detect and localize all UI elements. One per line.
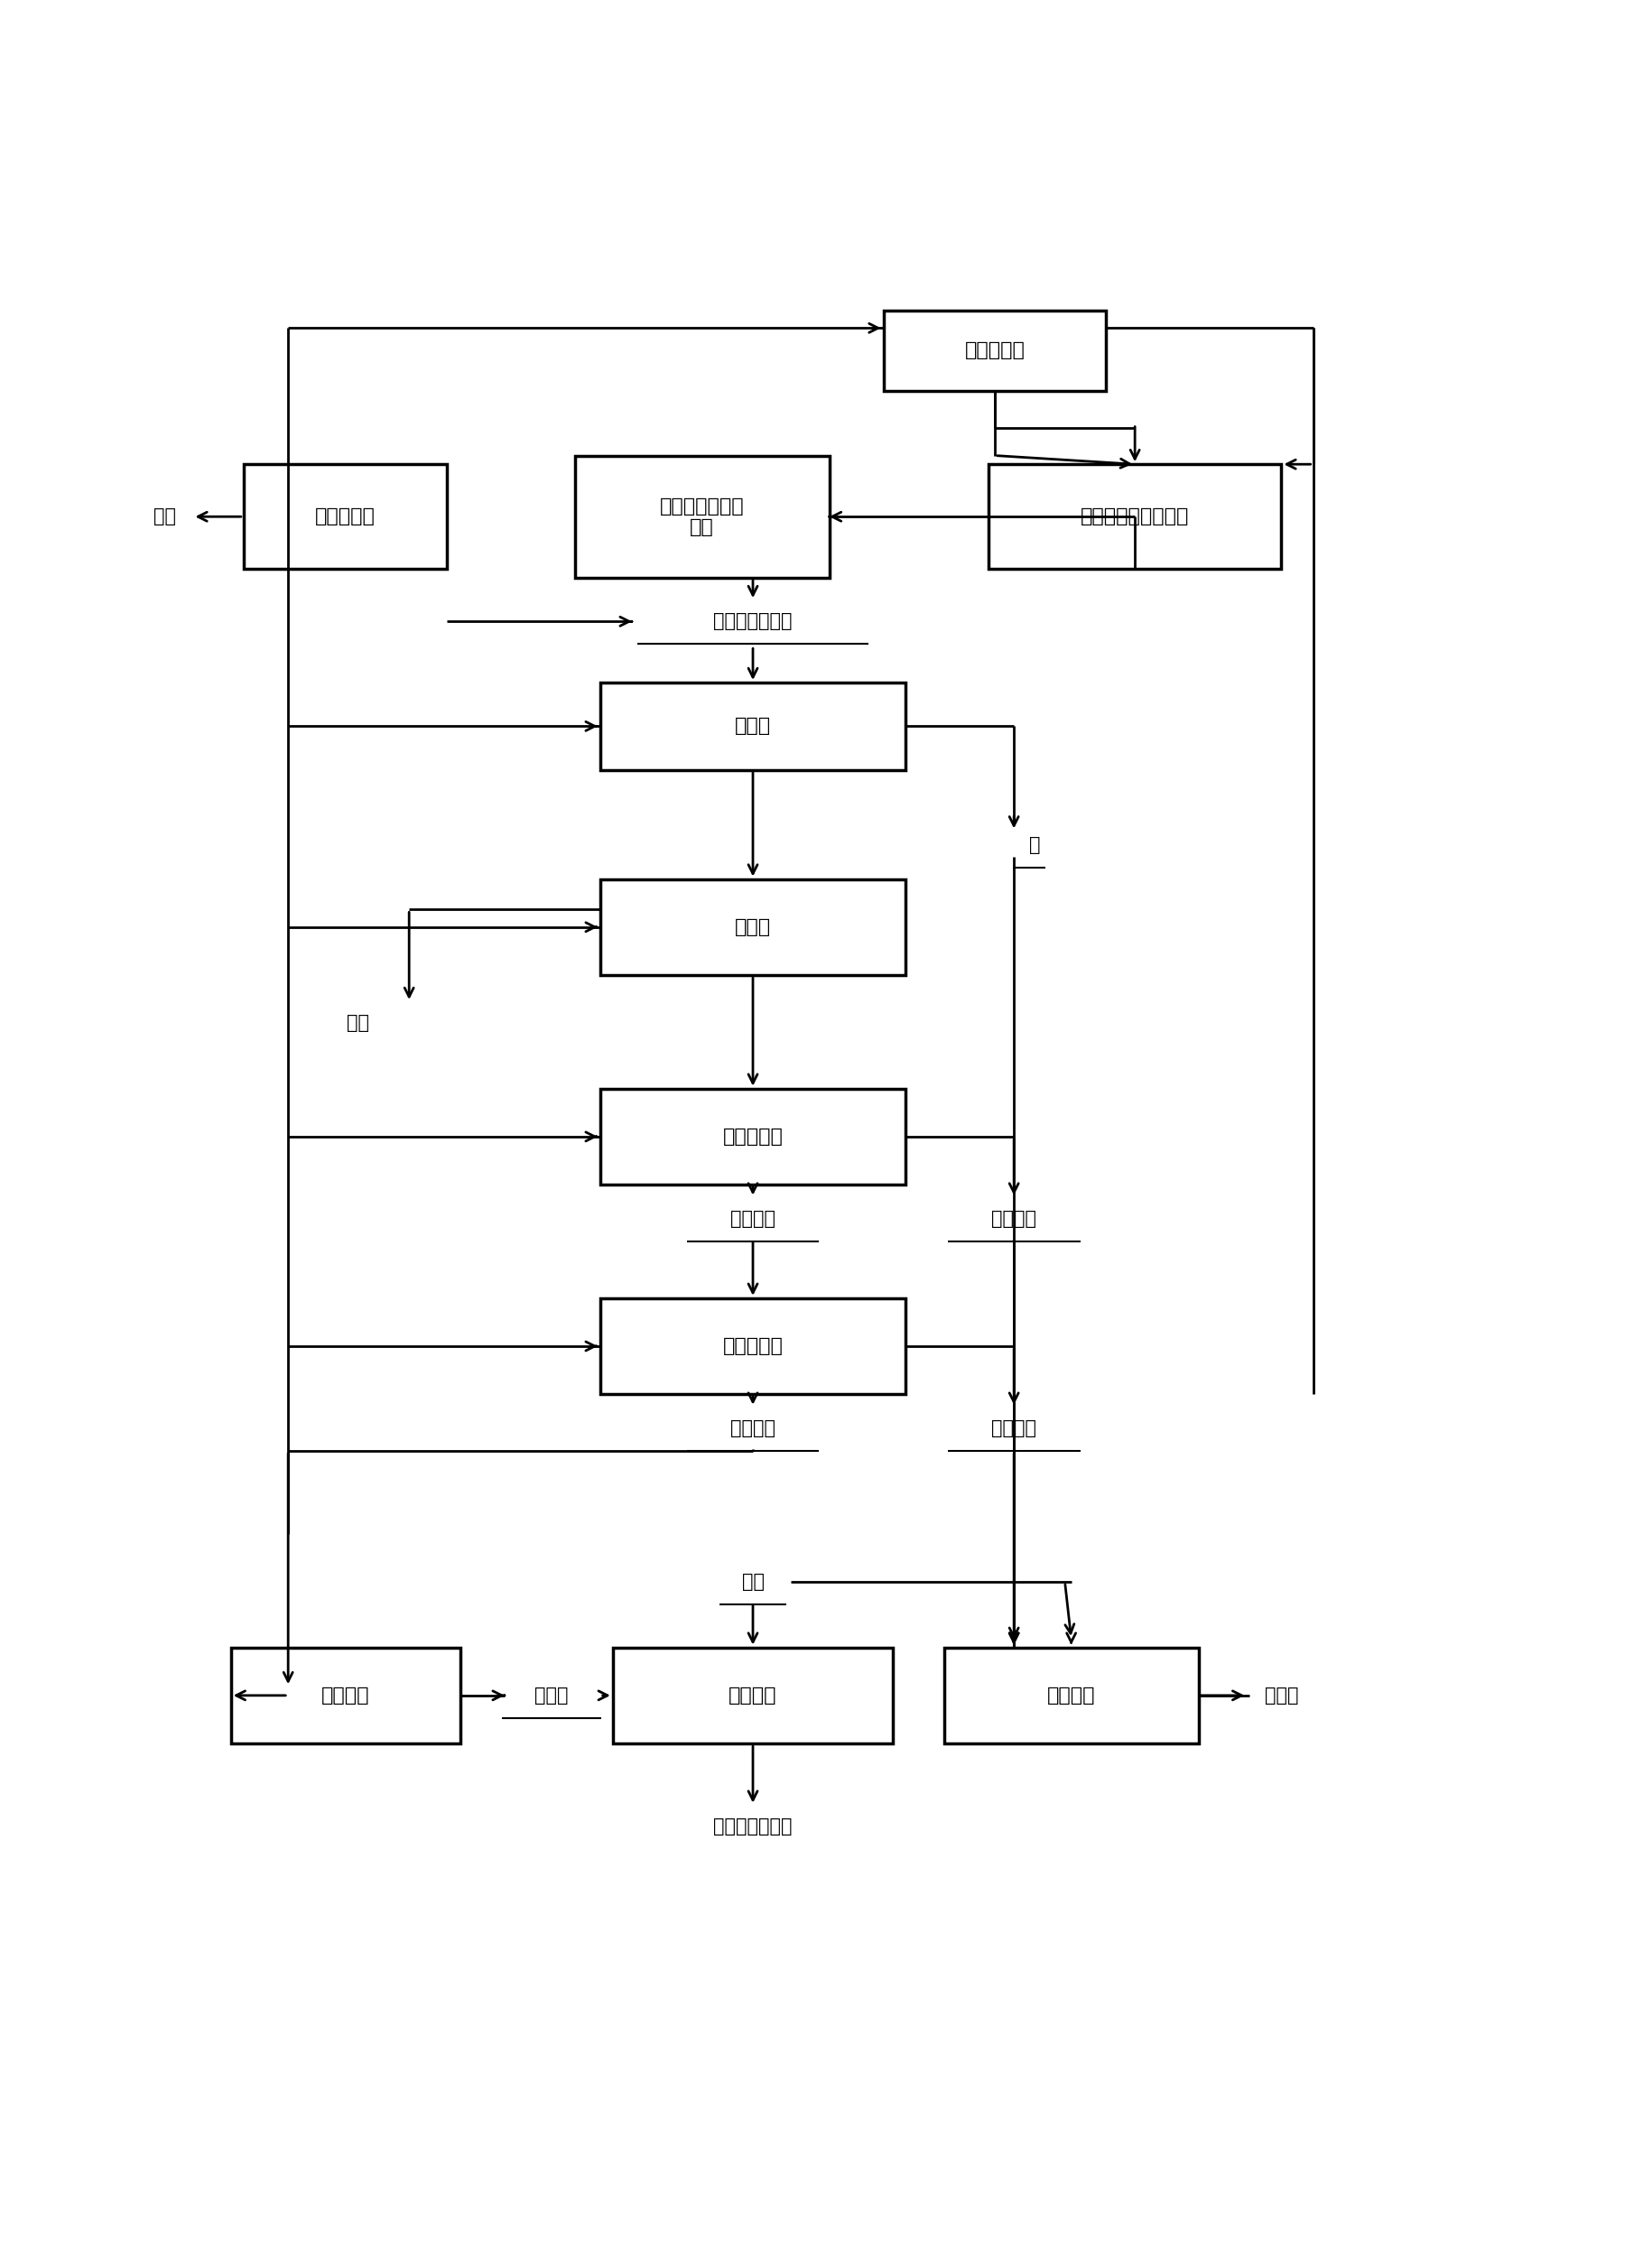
Bar: [600, 1089, 905, 1184]
Bar: [230, 1647, 460, 1744]
Text: 精选精矿: 精选精矿: [731, 1420, 775, 1438]
Bar: [613, 1647, 894, 1744]
Text: 赤泥三次洗涤沉降槽: 赤泥三次洗涤沉降槽: [1081, 508, 1190, 526]
Text: 粗选尾矿: 粗选尾矿: [991, 1209, 1037, 1227]
Text: 精矿浆: 精矿浆: [534, 1687, 568, 1706]
Bar: [600, 1297, 905, 1395]
Text: 尾矿浆: 尾矿浆: [1265, 1687, 1298, 1706]
Text: 隔渣筛: 隔渣筛: [734, 717, 771, 735]
Text: 尾矿浆槽: 尾矿浆槽: [1047, 1687, 1096, 1706]
Bar: [243, 465, 447, 569]
Bar: [989, 465, 1282, 569]
Bar: [884, 311, 1106, 390]
Text: 粗选磁选机: 粗选磁选机: [723, 1127, 784, 1145]
Text: 滤液: 滤液: [741, 1574, 764, 1590]
Text: 粗选精矿: 粗选精矿: [731, 1209, 775, 1227]
Bar: [945, 1647, 1199, 1744]
Text: 精矿浆槽: 精矿浆槽: [322, 1687, 370, 1706]
Bar: [600, 880, 905, 975]
Text: 中磁机: 中磁机: [734, 919, 771, 937]
Text: 过　　滤: 过 滤: [729, 1687, 777, 1706]
Text: 渣: 渣: [1029, 837, 1040, 855]
Text: 水力混合槽: 水力混合槽: [964, 342, 1025, 361]
Text: 底流（赤泥浆）: 底流（赤泥浆）: [713, 612, 792, 631]
Text: 铁精矿（滤饼）: 铁精矿（滤饼）: [713, 1817, 792, 1835]
Text: 赤泥二次洗涤沉
降槽: 赤泥二次洗涤沉 降槽: [660, 497, 744, 535]
Text: 铁层: 铁层: [347, 1014, 370, 1032]
Text: 赤泥洗水槽: 赤泥洗水槽: [315, 508, 376, 526]
Bar: [575, 456, 830, 578]
Bar: [600, 683, 905, 769]
Text: 精选尾矿: 精选尾矿: [991, 1420, 1037, 1438]
Text: 精选磁选机: 精选磁选机: [723, 1338, 784, 1356]
Text: 热水: 热水: [153, 508, 176, 526]
